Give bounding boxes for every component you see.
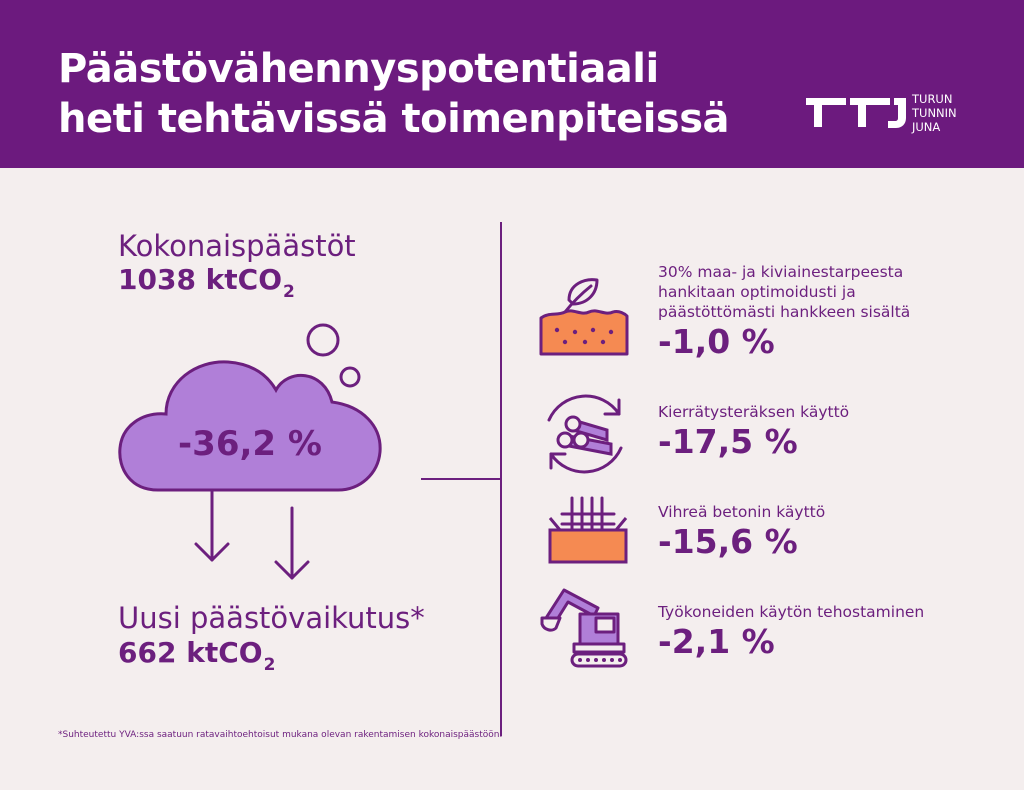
total-emissions-label: Kokonaispäästöt (118, 229, 356, 263)
leaf-soil-icon (539, 278, 629, 356)
vertical-divider (500, 222, 502, 736)
green-concrete-icon (548, 496, 628, 564)
new-emissions-label: Uusi päästövaikutus* (118, 601, 425, 635)
excavator-icon (540, 588, 628, 668)
measure-1-label: 30% maa- ja kiviainestarpeesta hankitaan… (658, 263, 911, 321)
cloud-icon (118, 323, 382, 580)
measure-3-value: -15,6 % (658, 522, 798, 561)
measure-4-label: Työkoneiden käytön tehostaminen (658, 603, 925, 621)
header-banner: Päästövähennyspotentiaali heti tehtäviss… (0, 0, 1024, 168)
total-emissions-value: 1038 ktCO2 (118, 263, 295, 302)
measure-2-value: -17,5 % (658, 422, 798, 461)
title-line-2: heti tehtävissä toimenpiteissä (58, 96, 730, 142)
ttj-logo-icon (806, 98, 906, 128)
new-emissions-value: 662 ktCO2 (118, 636, 276, 675)
measure-2-label: Kierrätysteräksen käyttö (658, 403, 850, 421)
measure-3-label: Vihreä betonin käyttö (658, 503, 826, 521)
reduction-percent: -36,2 % (178, 424, 322, 464)
footnote: *Suhteutettu YVA:ssa saatuun ratavaihtoe… (58, 730, 503, 740)
horizontal-connector (421, 478, 501, 480)
measure-1-value: -1,0 % (658, 322, 775, 361)
title-line-1: Päästövähennyspotentiaali (58, 46, 659, 92)
page-title: Päästövähennyspotentiaali heti tehtäviss… (58, 44, 730, 144)
logo-text: TURUN TUNNIN JUNA (912, 92, 957, 134)
recycled-steel-icon (547, 394, 623, 474)
measure-4-value: -2,1 % (658, 622, 775, 661)
